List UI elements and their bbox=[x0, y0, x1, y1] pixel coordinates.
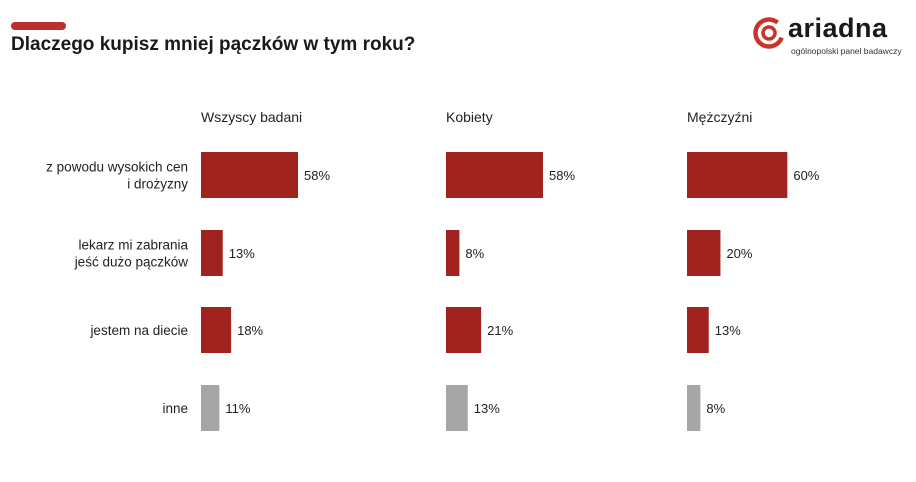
value-label: 13% bbox=[229, 246, 255, 261]
category-label: jestem na diecie bbox=[89, 323, 188, 338]
series-header: Kobiety bbox=[446, 109, 493, 125]
value-label: 11% bbox=[225, 401, 250, 416]
category-label: z powodu wysokich cen bbox=[46, 160, 188, 175]
logo-wordmark: ariadna bbox=[788, 13, 888, 43]
bar bbox=[687, 307, 709, 353]
value-label: 60% bbox=[793, 168, 819, 183]
bar bbox=[687, 230, 721, 276]
title-accent-bar bbox=[11, 22, 66, 30]
bar bbox=[687, 385, 701, 431]
logo-swirl-icon bbox=[753, 17, 785, 49]
value-label: 20% bbox=[726, 246, 752, 261]
value-label: 13% bbox=[715, 323, 741, 338]
value-label: 21% bbox=[487, 323, 513, 338]
bar bbox=[446, 307, 482, 353]
series-header: Wszyscy badani bbox=[201, 109, 302, 125]
category-label: inne bbox=[162, 401, 188, 416]
bar bbox=[201, 385, 220, 431]
series-header: Mężczyźni bbox=[687, 109, 752, 125]
bar bbox=[446, 152, 543, 198]
value-label: 8% bbox=[465, 246, 484, 261]
value-label: 58% bbox=[304, 168, 330, 183]
page-title: Dlaczego kupisz mniej pączków w tym roku… bbox=[11, 34, 416, 55]
bar bbox=[201, 230, 223, 276]
bar bbox=[446, 230, 460, 276]
category-label: jeść dużo pączków bbox=[74, 255, 189, 270]
bar bbox=[687, 152, 788, 198]
category-label: lekarz mi zabrania bbox=[78, 238, 188, 253]
logo-tagline: ogólnopolski panel badawczy bbox=[791, 46, 902, 56]
bar bbox=[201, 152, 298, 198]
category-label: i drożyzny bbox=[127, 177, 188, 192]
value-label: 8% bbox=[706, 401, 725, 416]
value-label: 18% bbox=[237, 323, 263, 338]
bar bbox=[201, 307, 232, 353]
value-label: 58% bbox=[549, 168, 575, 183]
ariadna-logo: ariadna ogólnopolski panel badawczy bbox=[752, 13, 902, 62]
value-label: 13% bbox=[474, 401, 500, 416]
bar bbox=[446, 385, 468, 431]
